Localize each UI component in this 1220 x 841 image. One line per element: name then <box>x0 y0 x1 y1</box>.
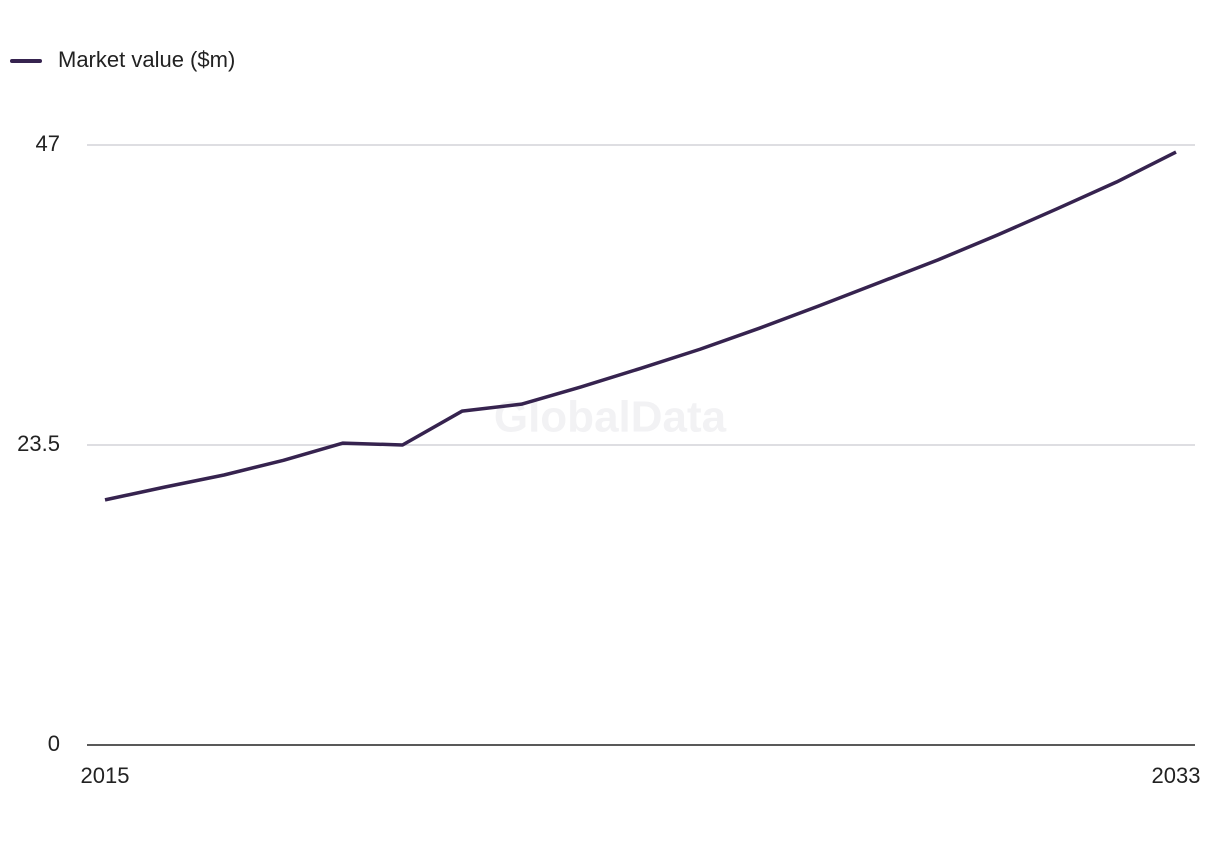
y-tick-label: 47 <box>36 131 60 156</box>
line-series <box>104 150 1177 502</box>
y-tick-label: 23.5 <box>17 431 60 456</box>
watermark: GlobalData <box>494 393 727 442</box>
x-tick-label: 2033 <box>1152 763 1201 788</box>
legend-label: Market value ($m) <box>58 47 235 72</box>
x-tick-label: 2015 <box>81 763 130 788</box>
y-tick-label: 0 <box>48 731 60 756</box>
